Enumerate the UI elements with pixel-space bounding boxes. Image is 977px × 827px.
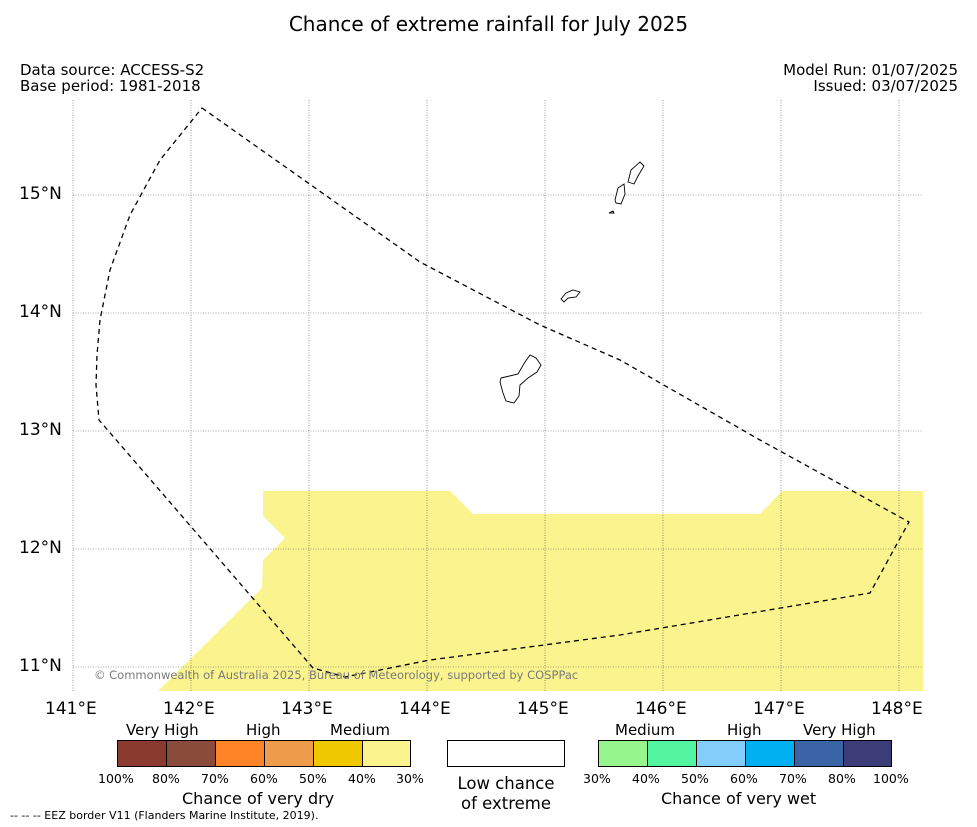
wet-tick: 40%: [632, 771, 660, 786]
dry-legend-title: Chance of very dry: [182, 789, 335, 808]
wet-tick: 70%: [779, 771, 807, 786]
wet-tick: 30%: [583, 771, 611, 786]
lon-tick: 144°E: [399, 699, 451, 719]
dry-swatch: [362, 740, 411, 767]
tinian-island: [614, 183, 626, 205]
low-chance-swatch: [447, 740, 565, 767]
dry-swatch: [117, 740, 167, 767]
lon-tick: 145°E: [517, 699, 569, 719]
wet-swatch: [843, 740, 892, 767]
medium-dry-area: [158, 491, 923, 691]
lat-tick: 11°N: [19, 656, 62, 676]
dry-tick: 80%: [152, 771, 180, 786]
dry-category-very-high: Very High: [126, 721, 199, 739]
data-source-text: Data source: ACCESS-S2: [20, 61, 205, 79]
wet-colorbar: [598, 740, 892, 767]
dry-swatch: [166, 740, 216, 767]
dry-tick: 30%: [396, 771, 424, 786]
wet-tick: 60%: [730, 771, 758, 786]
lon-tick: 143°E: [281, 699, 333, 719]
wet-category-very-high: Very High: [803, 721, 876, 739]
lat-tick: 13°N: [19, 420, 62, 440]
dry-tick: 100%: [98, 771, 134, 786]
eez-border-footnote: -- -- -- EEZ border V11 (Flanders Marine…: [10, 809, 319, 822]
wet-swatch: [598, 740, 648, 767]
lon-tick: 147°E: [753, 699, 805, 719]
dry-swatch: [264, 740, 314, 767]
dry-tick: 40%: [348, 771, 376, 786]
dry-colorbar: [117, 740, 411, 767]
lat-tick: 14°N: [19, 302, 62, 322]
eez-border: [95, 107, 910, 678]
wet-swatch: [745, 740, 795, 767]
islands: [499, 161, 645, 404]
wet-swatch: [647, 740, 697, 767]
model-run-text: Model Run: 01/07/2025: [783, 61, 958, 79]
copyright-text: © Commonwealth of Australia 2025, Bureau…: [94, 668, 579, 682]
dry-tick: 50%: [299, 771, 327, 786]
dry-tick: 70%: [201, 771, 229, 786]
wet-tick: 50%: [681, 771, 709, 786]
dry-category-medium: Medium: [330, 721, 390, 739]
lon-tick: 142°E: [163, 699, 215, 719]
wet-tick: 80%: [828, 771, 856, 786]
wet-swatch: [794, 740, 844, 767]
dry-swatch: [313, 740, 363, 767]
guam-island: [499, 354, 542, 404]
dry-tick: 60%: [250, 771, 278, 786]
saipan-island: [627, 161, 645, 185]
dry-swatch: [215, 740, 265, 767]
map-gridlines: [72, 100, 923, 691]
low-chance-label-line2: of extreme: [460, 794, 552, 813]
aguijan-island: [608, 210, 615, 214]
lat-tick: 15°N: [19, 184, 62, 204]
rota-island: [560, 289, 581, 303]
low-chance-label-line1: Low chance: [457, 774, 555, 793]
wet-category-medium: Medium: [615, 721, 675, 739]
lon-tick: 141°E: [45, 699, 97, 719]
wet-swatch: [696, 740, 746, 767]
map-title: Chance of extreme rainfall for July 2025: [288, 12, 689, 36]
lat-tick: 12°N: [19, 538, 62, 558]
wet-legend-title: Chance of very wet: [661, 789, 817, 808]
lon-tick: 146°E: [635, 699, 687, 719]
issued-text: Issued: 03/07/2025: [813, 77, 958, 95]
wet-category-high: High: [727, 721, 762, 739]
base-period-text: Base period: 1981-2018: [20, 77, 201, 95]
dry-category-high: High: [246, 721, 281, 739]
lon-tick: 148°E: [871, 699, 923, 719]
wet-tick: 100%: [873, 771, 909, 786]
